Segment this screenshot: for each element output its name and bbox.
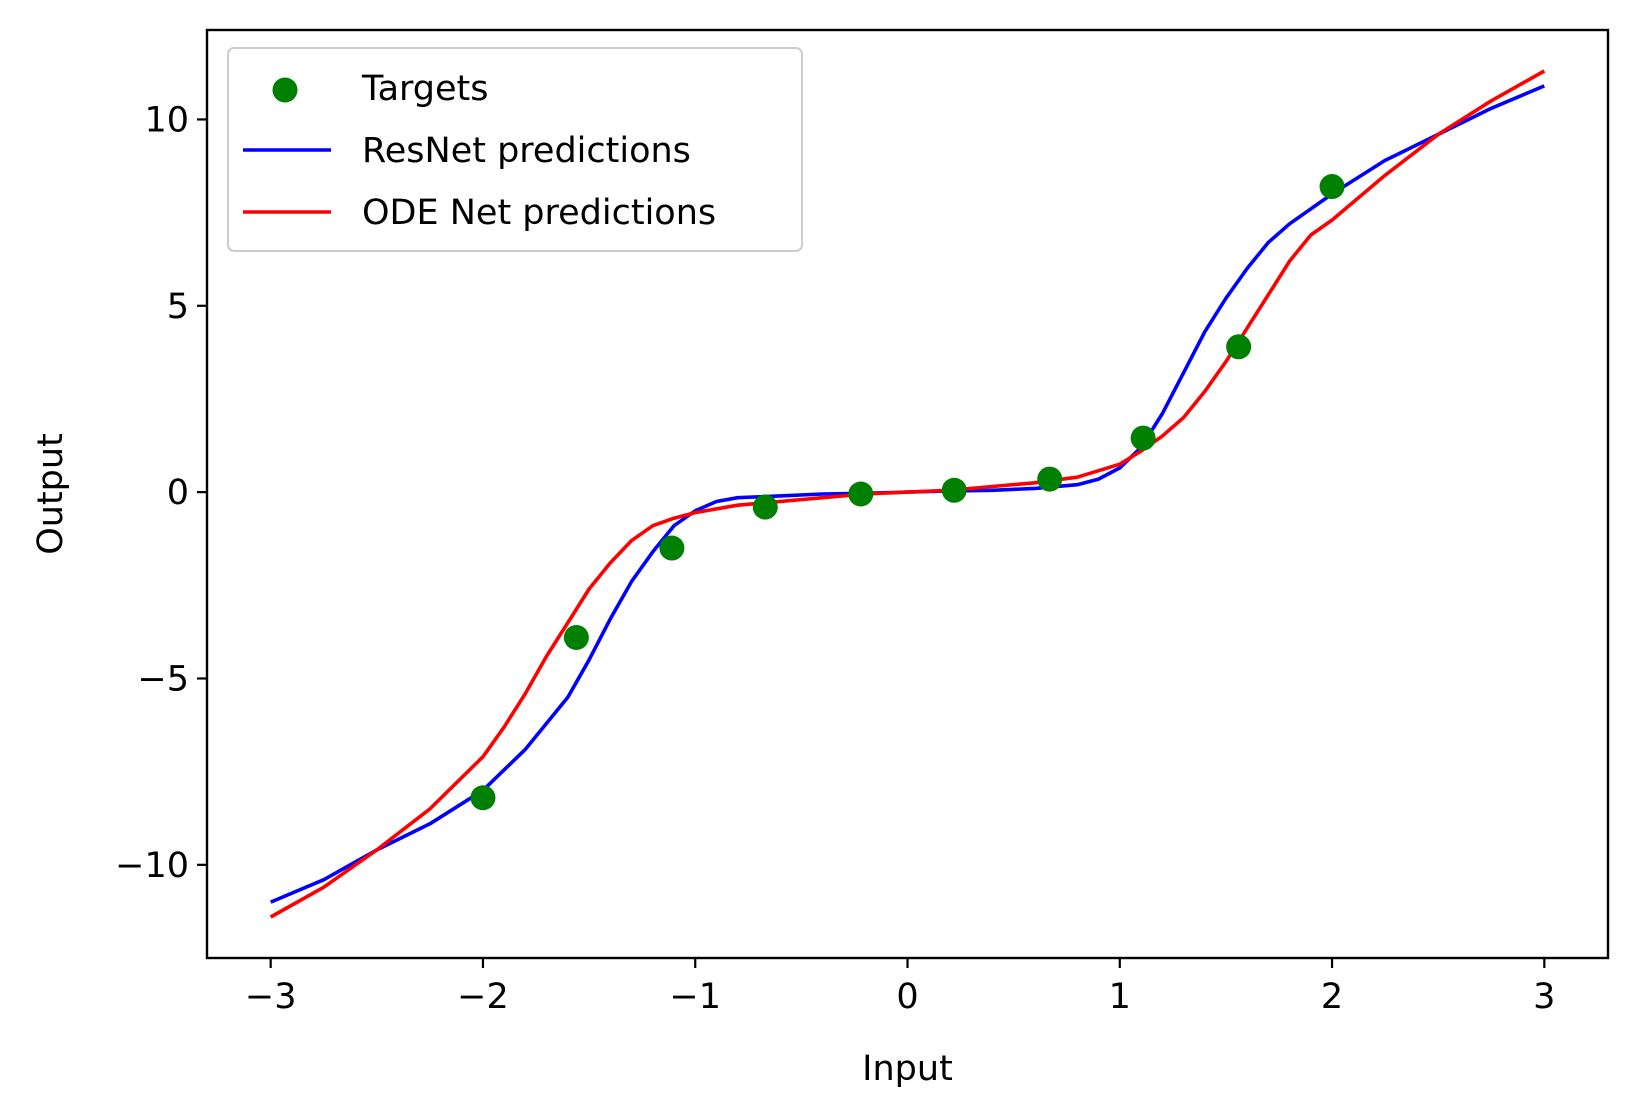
legend-marker-targets bbox=[272, 77, 298, 103]
target-point bbox=[848, 481, 874, 507]
target-point bbox=[1226, 334, 1252, 360]
target-point bbox=[470, 785, 496, 811]
x-tick-label: 3 bbox=[1533, 977, 1555, 1017]
target-point bbox=[563, 624, 589, 650]
legend-box bbox=[227, 47, 803, 252]
legend-label: ODE Net predictions bbox=[362, 193, 716, 233]
legend-label: Targets bbox=[361, 69, 489, 109]
y-axis-label: Output bbox=[31, 433, 71, 555]
target-point bbox=[1130, 425, 1156, 451]
y-tick-label: 5 bbox=[167, 287, 189, 327]
target-point bbox=[1037, 466, 1063, 492]
x-tick-label: 1 bbox=[1109, 977, 1131, 1017]
target-point bbox=[941, 477, 967, 503]
legend-label: ResNet predictions bbox=[362, 131, 691, 171]
x-axis-label: Input bbox=[862, 1049, 953, 1089]
y-tick-label: 0 bbox=[167, 473, 189, 513]
x-tick-label: −3 bbox=[245, 977, 297, 1017]
y-tick-label: −10 bbox=[115, 846, 189, 886]
target-point bbox=[752, 494, 778, 520]
target-point bbox=[659, 535, 685, 561]
legend: Targets ResNet predictions ODE Net predict… bbox=[227, 47, 803, 252]
x-tick-label: −2 bbox=[457, 977, 509, 1017]
y-tick-label: −5 bbox=[137, 659, 189, 699]
plot-area bbox=[269, 69, 1546, 919]
x-tick-label: −1 bbox=[669, 977, 721, 1017]
target-point bbox=[1319, 174, 1345, 200]
y-axis: −10 −5 0 5 10 bbox=[115, 100, 207, 886]
x-axis: −3 −2 −1 0 1 2 3 bbox=[245, 958, 1555, 1017]
x-tick-label: 0 bbox=[896, 977, 918, 1017]
y-tick-label: 10 bbox=[144, 100, 189, 140]
ode-net-predictions-line bbox=[269, 69, 1546, 919]
x-tick-label: 2 bbox=[1321, 977, 1343, 1017]
